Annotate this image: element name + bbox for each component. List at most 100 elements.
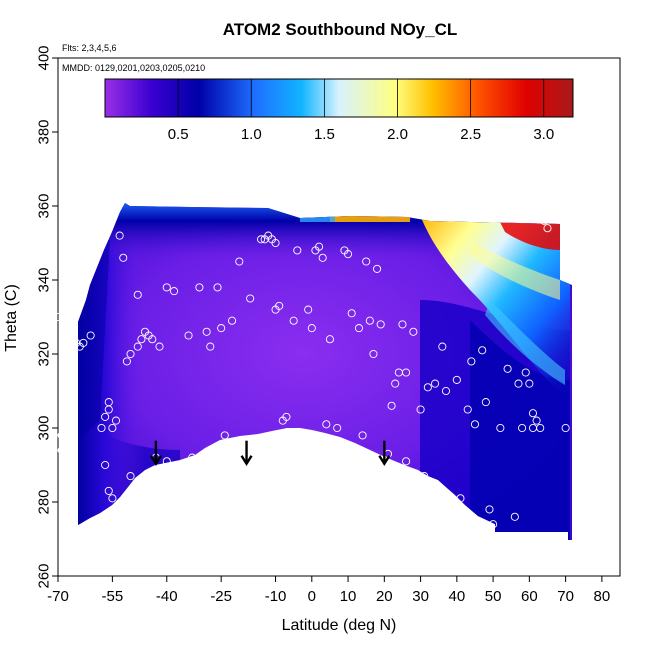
sample-point — [246, 294, 255, 303]
sample-point — [206, 342, 215, 351]
sample-point — [402, 457, 411, 466]
sample-point — [282, 412, 291, 421]
colorbar: 0.5 1.0 1.5 2.0 2.5 3.0 — [104, 78, 574, 143]
colorbar-scale — [104, 78, 574, 118]
sample-point — [420, 472, 429, 481]
sample-point — [481, 398, 490, 407]
tropopause-arrows — [149, 440, 391, 466]
sample-point — [53, 312, 63, 322]
sample-point — [470, 420, 480, 429]
colorbar-tick-label: 2.0 — [387, 126, 408, 143]
sample-point — [101, 412, 110, 421]
sample-point — [478, 346, 487, 355]
sample-point — [64, 287, 73, 296]
sample-point — [354, 324, 363, 333]
sample-point — [369, 349, 378, 359]
sample-point — [133, 290, 142, 299]
sample-point — [108, 494, 117, 503]
y-axis-label: Theta (C) — [3, 284, 20, 352]
sample-point — [104, 486, 113, 495]
y-tick-label: 360 — [36, 193, 53, 218]
sample-point — [514, 379, 523, 388]
x-tick-label: 40 — [448, 588, 465, 605]
field-north-deep — [470, 320, 570, 540]
sample-point — [289, 316, 298, 325]
sample-point — [510, 512, 519, 521]
sample-point — [155, 342, 164, 351]
sample-point — [365, 316, 374, 325]
field-north-cyan — [485, 300, 565, 385]
sample-point — [162, 283, 171, 292]
chart-title: ATOM2 Southbound NOy_CL — [223, 20, 458, 39]
sample-point — [137, 335, 146, 344]
x-tick-label: -10 — [265, 588, 287, 605]
sample-point — [391, 379, 400, 388]
sample-point — [358, 431, 367, 440]
sample-point — [256, 235, 266, 244]
sample-point — [318, 253, 327, 262]
x-axis-label: Latitude (deg N) — [282, 617, 397, 634]
field-north-yellow — [470, 240, 560, 300]
sample-point — [416, 405, 425, 414]
sample-point — [528, 409, 538, 418]
colorbar-tick-label: 2.5 — [460, 126, 481, 143]
sample-point — [162, 457, 171, 466]
sample-point — [315, 242, 324, 251]
sample-point — [217, 324, 226, 333]
sample-point — [122, 357, 131, 366]
arrow-head — [378, 455, 391, 466]
sample-point — [133, 342, 142, 351]
sample-point — [485, 505, 494, 514]
plot-frame — [57, 57, 621, 577]
sample-point — [115, 231, 124, 240]
sample-point — [463, 405, 472, 414]
field-top-cyan — [300, 212, 335, 222]
field-top-orange — [330, 212, 410, 222]
sample-point — [57, 446, 66, 455]
sample-point — [104, 398, 113, 407]
arrow-head — [149, 455, 162, 466]
sample-point — [539, 216, 548, 225]
sample-point — [344, 250, 353, 259]
colorbar-tick-label: 1.5 — [314, 126, 335, 143]
colorbar-tick-label: 3.0 — [533, 126, 554, 143]
y-tick-label: 280 — [36, 489, 53, 514]
y-tick-label: 320 — [36, 341, 53, 366]
colorbar-tick-label: 0.5 — [168, 126, 189, 143]
sample-point — [227, 316, 237, 325]
sample-point — [423, 383, 432, 392]
sample-point — [68, 298, 77, 307]
sample-point — [169, 287, 179, 296]
sample-point — [184, 331, 193, 340]
sample-point — [108, 423, 117, 433]
x-tick-label: 30 — [412, 588, 429, 605]
colorbar-tick-label: 1.0 — [241, 126, 262, 143]
sample-point — [456, 494, 465, 503]
sample-point — [521, 368, 530, 377]
sample-point — [148, 335, 157, 344]
sample-point — [409, 327, 418, 336]
sample-point — [61, 294, 70, 303]
sample-point — [376, 320, 385, 329]
x-tick-label: -70 — [47, 588, 69, 605]
y-axis: 260 280 300 320 340 360 380 400 — [36, 45, 58, 589]
sample-point — [322, 420, 331, 429]
sample-point — [561, 423, 570, 433]
x-tick-label: 10 — [340, 588, 357, 605]
sample-points — [53, 216, 570, 529]
sample-point — [126, 349, 135, 359]
sample-point — [119, 253, 128, 262]
x-tick-label: -40 — [156, 588, 178, 605]
sample-point — [525, 379, 534, 388]
sample-point — [373, 264, 382, 273]
x-tick-label: 80 — [594, 588, 611, 605]
tropopause-arrow — [149, 440, 162, 466]
sample-point — [235, 257, 244, 266]
sample-point — [402, 368, 411, 377]
y-tick-label: 340 — [36, 267, 53, 292]
sample-point — [333, 423, 342, 433]
tropopause-arrow — [378, 440, 391, 466]
y-tick-label: 300 — [36, 415, 53, 440]
x-tick-label: 50 — [485, 588, 502, 605]
